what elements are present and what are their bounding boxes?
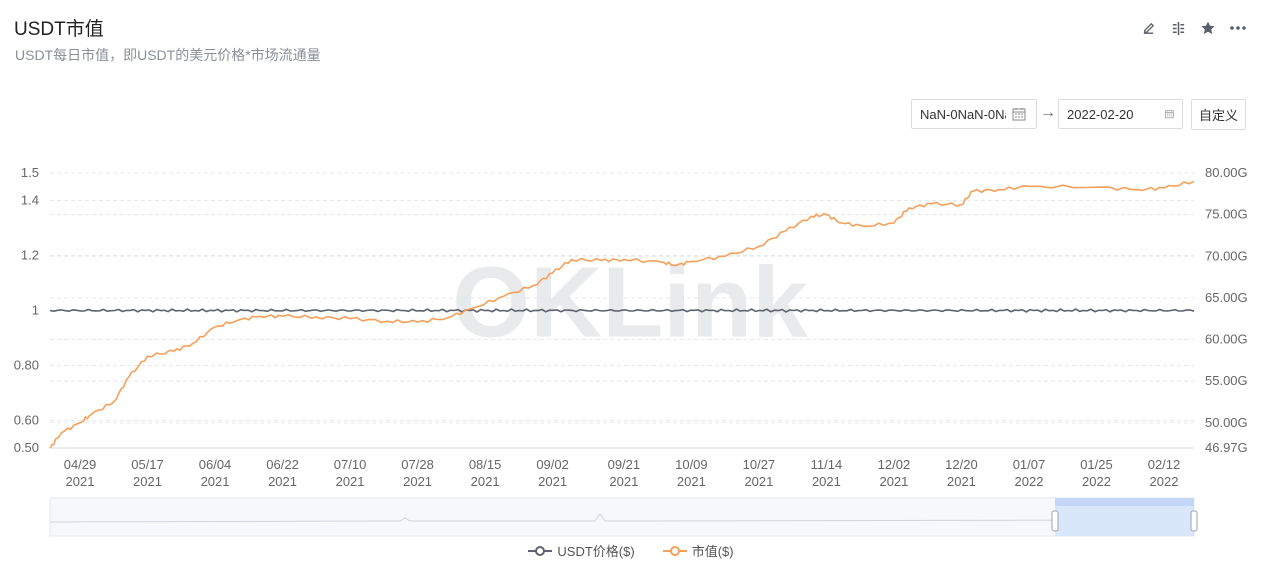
x-tick-label: 06/04: [199, 457, 232, 472]
legend-label-market-cap: 市值($): [691, 544, 734, 559]
x-tick-label: 06/22: [266, 457, 299, 472]
series-line-market-cap: [49, 180, 1195, 449]
zoom-slider-track[interactable]: [49, 497, 1195, 537]
x-tick-year-label: 2021: [538, 474, 567, 489]
y-left-tick-label: 0.50: [14, 440, 39, 455]
x-tick-year-label: 2021: [133, 474, 162, 489]
x-tick-year-label: 2022: [1015, 474, 1044, 489]
x-tick-label: 10/09: [675, 457, 708, 472]
x-tick-year-label: 2021: [336, 474, 365, 489]
y-right-tick-label: 65.00G: [1205, 290, 1248, 305]
x-tick-label: 05/17: [131, 457, 164, 472]
x-tick-year-label: 2021: [403, 474, 432, 489]
end-date-input[interactable]: [1067, 106, 1153, 122]
arrow-right-icon: →: [1040, 104, 1056, 121]
x-tick-label: 01/07: [1013, 457, 1046, 472]
y-left-tick-label: 1.5: [21, 165, 39, 180]
usdt-market-cap-chart: OKLink 0.50 0.60 0.80 1 1.2 1.4 1.5 46.97G 50.0…: [14, 165, 1248, 537]
calendar-icon: [1012, 108, 1026, 121]
x-tick-label: 07/28: [401, 457, 434, 472]
y-left-tick-label: 1.2: [21, 248, 39, 263]
page-subtitle: USDT每日市值，即USDT的美元价格*市场流通量: [15, 47, 321, 63]
x-tick-label: 12/02: [878, 457, 911, 472]
x-tick-label: 04/29: [64, 457, 97, 472]
x-tick-label: 02/12: [1148, 457, 1181, 472]
x-tick-year-label: 2021: [66, 474, 95, 489]
x-tick-year-label: 2022: [1082, 474, 1111, 489]
zoom-handle-right[interactable]: [1190, 510, 1198, 532]
x-tick-label: 10/27: [743, 457, 776, 472]
x-tick-year-label: 2021: [947, 474, 976, 489]
y-right-tick-label: 80.00G: [1205, 165, 1248, 180]
legend-line-icon: [662, 545, 687, 556]
x-tick-label: 09/21: [608, 457, 641, 472]
start-date-picker[interactable]: [911, 99, 1037, 129]
y-right-tick-label: 75.00G: [1205, 207, 1248, 222]
y-right-tick-label: 46.97G: [1205, 440, 1248, 455]
legend-item-market-cap[interactable]: 市值($): [662, 541, 734, 560]
x-tick-year-label: 2021: [471, 474, 500, 489]
chart-toolbar: [1138, 18, 1248, 38]
zoom-handle-left[interactable]: [1051, 510, 1059, 532]
zoom-preview-line: [49, 513, 1195, 523]
x-tick-year-label: 2021: [677, 474, 706, 489]
y-right-tick-label: 60.00G: [1205, 332, 1248, 347]
custom-range-button[interactable]: 自定义: [1191, 99, 1246, 130]
legend-line-icon: [528, 545, 553, 556]
chart-legend: USDT价格($) 市值($): [0, 541, 1262, 560]
x-tick-label: 09/02: [536, 457, 569, 472]
x-tick-year-label: 2021: [268, 474, 297, 489]
start-date-input[interactable]: [920, 106, 1006, 122]
series-line-price: [49, 308, 1195, 313]
page-title: USDT市值: [14, 19, 104, 40]
y-right-tick-label: 55.00G: [1205, 373, 1248, 388]
y-left-tick-label: 1: [32, 303, 39, 318]
x-tick-label: 01/25: [1080, 457, 1113, 472]
legend-item-price[interactable]: USDT价格($): [528, 541, 635, 560]
watermark: OKLink: [452, 246, 808, 358]
star-icon[interactable]: [1198, 18, 1218, 38]
zoom-selection-bar[interactable]: [1055, 498, 1194, 506]
x-tick-year-label: 2021: [812, 474, 841, 489]
edit-icon[interactable]: [1138, 18, 1158, 38]
end-date-picker[interactable]: [1058, 99, 1183, 129]
x-tick-year-label: 2021: [201, 474, 230, 489]
x-tick-year-label: 2021: [879, 474, 908, 489]
y-left-tick-label: 1.4: [21, 193, 39, 208]
x-tick-year-label: 2022: [1150, 474, 1179, 489]
x-tick-year-label: 2021: [609, 474, 638, 489]
calendar-icon: [1165, 110, 1174, 119]
compare-icon[interactable]: [1168, 18, 1188, 38]
legend-label-price: USDT价格($): [557, 544, 635, 559]
y-right-tick-label: 50.00G: [1205, 415, 1248, 430]
x-tick-label: 08/15: [469, 457, 502, 472]
y-right-tick-label: 70.00G: [1205, 248, 1248, 263]
y-left-tick-label: 0.60: [14, 413, 39, 428]
x-tick-label: 11/14: [811, 457, 843, 472]
more-icon[interactable]: [1228, 18, 1248, 38]
x-tick-label: 12/20: [945, 457, 978, 472]
y-left-tick-label: 0.80: [14, 358, 39, 373]
x-tick-label: 07/10: [334, 457, 367, 472]
x-tick-year-label: 2021: [744, 474, 773, 489]
